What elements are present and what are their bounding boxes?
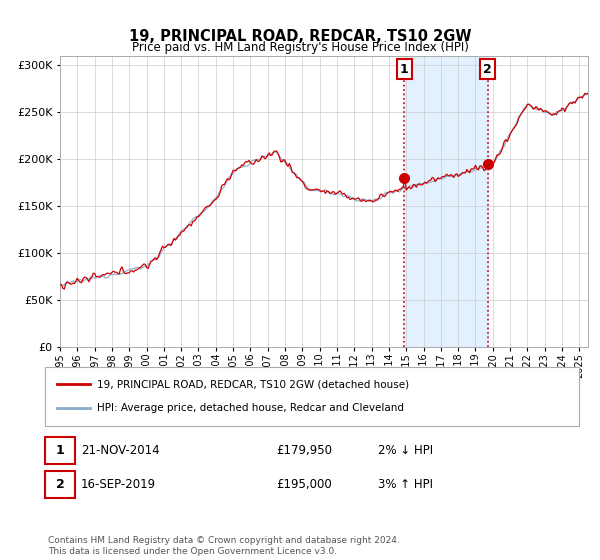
Text: 1: 1 — [56, 444, 64, 458]
Text: 21-NOV-2014: 21-NOV-2014 — [81, 444, 160, 458]
Text: Price paid vs. HM Land Registry's House Price Index (HPI): Price paid vs. HM Land Registry's House … — [131, 41, 469, 54]
Text: 19, PRINCIPAL ROAD, REDCAR, TS10 2GW (detached house): 19, PRINCIPAL ROAD, REDCAR, TS10 2GW (de… — [97, 380, 409, 390]
Text: £195,000: £195,000 — [276, 478, 332, 491]
Bar — [404, 56, 488, 347]
Text: 3% ↑ HPI: 3% ↑ HPI — [378, 478, 433, 491]
Text: 1: 1 — [400, 63, 409, 76]
Text: 2% ↓ HPI: 2% ↓ HPI — [378, 444, 433, 458]
Text: 2: 2 — [56, 478, 64, 491]
Text: Contains HM Land Registry data © Crown copyright and database right 2024.
This d: Contains HM Land Registry data © Crown c… — [48, 536, 400, 556]
Text: 19, PRINCIPAL ROAD, REDCAR, TS10 2GW: 19, PRINCIPAL ROAD, REDCAR, TS10 2GW — [129, 29, 471, 44]
Text: 16-SEP-2019: 16-SEP-2019 — [81, 478, 156, 491]
Text: 2: 2 — [484, 63, 492, 76]
Text: HPI: Average price, detached house, Redcar and Cleveland: HPI: Average price, detached house, Redc… — [97, 403, 404, 413]
Text: £179,950: £179,950 — [276, 444, 332, 458]
